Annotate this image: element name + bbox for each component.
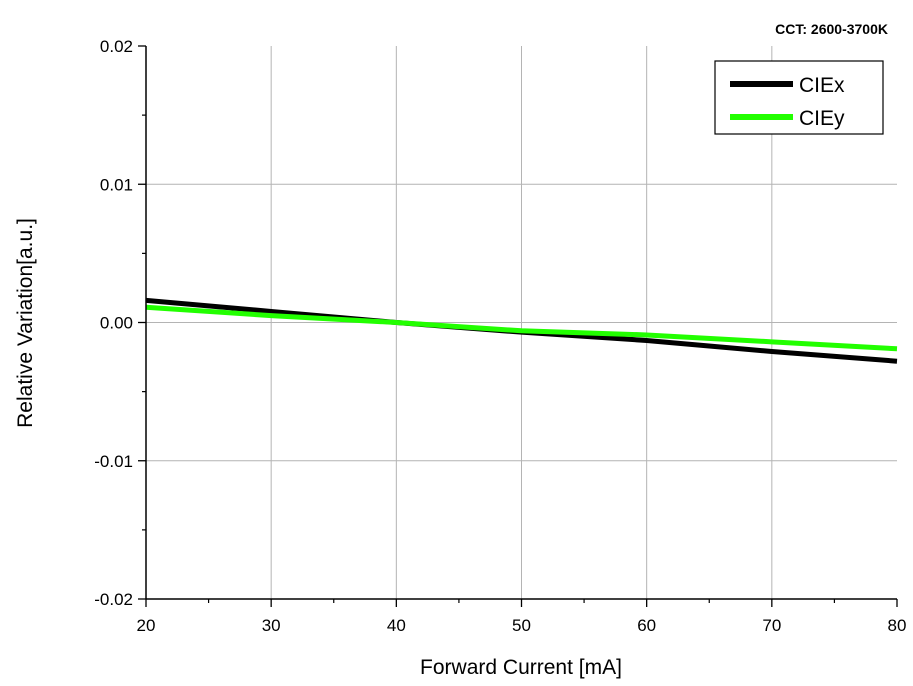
legend-label-ciey: CIEy [799,107,845,130]
y-tick-label: -0.01 [94,452,133,471]
series-lines [145,297,898,364]
x-tick-label: 40 [387,616,406,635]
tick-labels: 20 30 40 50 60 70 80 -0.02 -0.01 0.00 0.01 0.02 [94,37,906,635]
y-tick-label: 0.02 [100,37,133,56]
legend: CIEx CIEy [714,60,884,135]
x-tick-label: 20 [137,616,156,635]
x-axis-title: Forward Current [mA] [420,656,622,679]
legend-box [714,60,884,135]
x-tick-label: 50 [512,616,531,635]
series-line-ciey [145,304,898,352]
y-tick-label: 0.01 [100,175,133,194]
y-tick-label: 0.00 [100,314,133,333]
legend-label-ciex: CIEx [799,74,845,97]
chart-annotation: CCT: 2600-3700K [775,21,888,37]
y-tick-label: -0.02 [94,590,133,609]
x-tick-label: 30 [262,616,281,635]
y-axis-title: Relative Variation[a.u.] [14,218,37,428]
x-tick-label: 80 [888,616,907,635]
x-tick-label: 70 [762,616,781,635]
x-tick-label: 60 [637,616,656,635]
axes [138,45,898,607]
